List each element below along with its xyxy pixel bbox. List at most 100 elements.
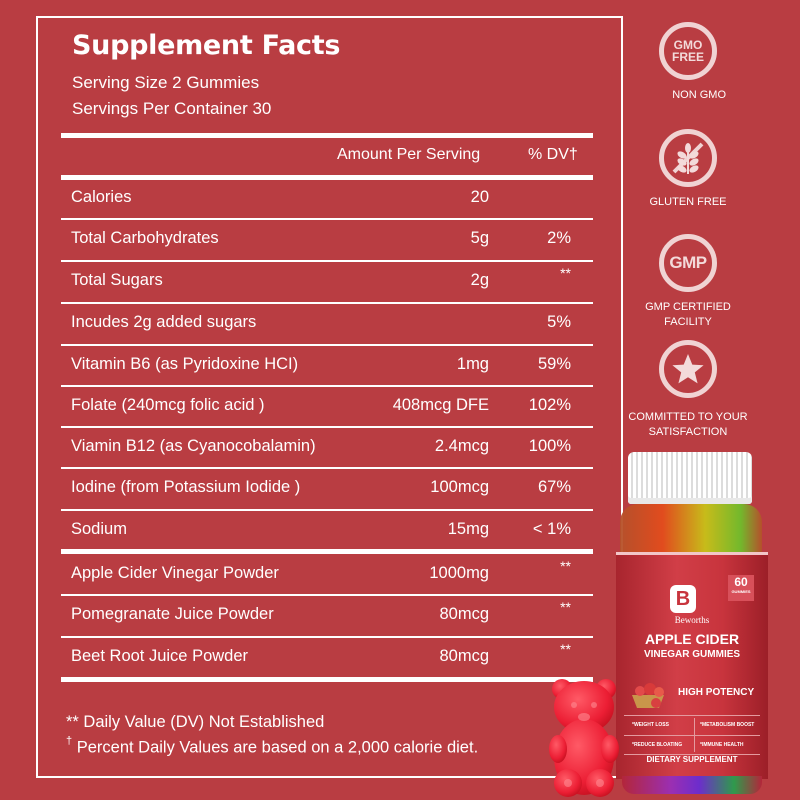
gmo-text: GMO	[673, 38, 703, 52]
nutrient-name: Iodine (from Potassium Iodide )	[71, 478, 301, 496]
brand-logo-icon: B	[670, 585, 696, 613]
ingredient-amount: 80mcg	[439, 647, 489, 665]
nutrient-amount: 15mg	[447, 520, 489, 538]
benefit-item: *IMMUNE HEALTH	[700, 742, 744, 748]
count-value: 60	[734, 575, 748, 589]
gmp-icon: GMP	[659, 234, 717, 292]
nutrient-amount: 2.4mcg	[434, 437, 489, 455]
divider	[61, 302, 593, 304]
badge-label-line: SATISFACTION	[648, 426, 728, 438]
badge-label: COMMITTED TO YOUR SATISFACTION	[628, 410, 747, 440]
badge-label: NON GMO	[672, 89, 726, 101]
benefit-item: *METABOLISM BOOST	[700, 722, 755, 728]
table-row: Pomegranate Juice Powder 80mcg **	[61, 595, 593, 635]
badge-label: GMP CERTIFIED FACILITY	[645, 300, 731, 330]
divider	[61, 636, 593, 638]
nutrient-name: Incudes 2g added sugars	[71, 313, 257, 331]
column-header-dv: % DV†	[528, 146, 578, 163]
bottle-gummies-top	[620, 504, 762, 552]
product-type: DIETARY SUPPLEMENT	[646, 755, 738, 764]
footnote-text: Percent Daily Values are based on a 2,00…	[76, 738, 479, 757]
nutrient-name: Total Carbohydrates	[71, 229, 219, 247]
nutrient-dv: 67%	[537, 478, 571, 496]
bottle-gummies-bottom	[622, 776, 762, 794]
product-tagline: HIGH POTENCY	[678, 687, 755, 698]
table-row: Calories 20	[61, 178, 593, 218]
page-title: Supplement Facts	[72, 30, 341, 61]
nutrient-dv: 100%	[528, 437, 571, 455]
nutrient-dv: 5%	[547, 313, 571, 331]
divider	[61, 260, 593, 262]
ingredient-name: Pomegranate Juice Powder	[71, 605, 274, 623]
table-row: Sodium 15mg < 1%	[61, 510, 593, 550]
nutrient-name: Sodium	[71, 520, 127, 538]
nutrient-amount: 5g	[470, 229, 489, 247]
benefit-item: *REDUCE BLOATING	[632, 742, 683, 748]
nutrient-dv: < 1%	[532, 520, 571, 538]
nutrient-name: Total Sugars	[71, 271, 163, 289]
nutrient-name: Folate (240mcg folic acid )	[71, 396, 265, 414]
free-text: FREE	[671, 50, 704, 64]
nutrient-amount: 1mg	[456, 355, 489, 373]
count-badge: 60 GUMMIES	[728, 575, 754, 601]
nutrient-amount: 20	[470, 188, 489, 206]
count-unit: GUMMIES	[731, 589, 751, 594]
badge-non-gmo: GMO FREE NON GMO	[650, 22, 726, 103]
divider	[61, 677, 593, 682]
serving-size: Serving Size 2 Gummies	[72, 73, 260, 92]
ingredient-name: Apple Cider Vinegar Powder	[71, 564, 279, 582]
product-bottle-image: B Beworths 60 GUMMIES APPLE CIDER VINEGA…	[612, 448, 772, 800]
bottle-cap	[628, 452, 752, 504]
ingredient-dv: **	[560, 641, 571, 657]
gmo-free-icon: GMO FREE	[659, 22, 717, 80]
nutrient-dv: **	[560, 265, 571, 281]
ingredient-dv: **	[560, 599, 571, 615]
table-row: Beet Root Juice Powder 80mcg **	[61, 637, 593, 677]
table-row: Total Sugars 2g **	[61, 261, 593, 301]
wheat-icon	[672, 142, 704, 174]
star-circle-icon	[659, 340, 717, 398]
nutrient-dv: 59%	[537, 355, 571, 373]
divider	[61, 467, 593, 469]
badge-label: GLUTEN FREE	[649, 196, 727, 208]
divider	[61, 426, 593, 428]
ingredient-amount: 1000mg	[429, 564, 489, 582]
benefits-grid: *WEIGHT LOSS *METABOLISM BOOST *REDUCE B…	[624, 715, 760, 755]
divider	[61, 549, 593, 554]
nutrient-name: Calories	[71, 188, 132, 206]
apple-basket-icon	[632, 683, 664, 708]
nutrient-amount: 2g	[470, 271, 489, 289]
product-title: APPLE CIDER	[644, 631, 740, 647]
badge-label-line: COMMITTED TO YOUR	[628, 411, 748, 423]
nutrient-name: Viamin B12 (as Cyanocobalamin)	[71, 437, 316, 455]
footnote-dv-not-established: ** Daily Value (DV) Not Established	[66, 713, 325, 731]
table-row: Incudes 2g added sugars 5%	[61, 303, 593, 343]
table-row: Total Carbohydrates 5g 2%	[61, 219, 593, 259]
table-row: Vitamin B6 (as Pyridoxine HCI) 1mg 59%	[61, 345, 593, 385]
badge-label-line: GMP CERTIFIED	[645, 301, 731, 313]
nutrient-name: Vitamin B6 (as Pyridoxine HCI)	[71, 355, 299, 373]
nutrient-amount: 100mcg	[430, 478, 489, 496]
divider	[61, 133, 593, 138]
badge-gluten-free: GLUTEN FREE	[649, 129, 727, 210]
ingredient-name: Beet Root Juice Powder	[71, 647, 249, 665]
brand-name: Beworths	[674, 615, 710, 625]
table-row: Viamin B12 (as Cyanocobalamin) 2.4mcg 10…	[61, 427, 593, 467]
ingredient-amount: 80mcg	[439, 605, 489, 623]
nutrient-amount: 408mcg DFE	[392, 396, 489, 414]
bottle-label: B Beworths 60 GUMMIES APPLE CIDER VINEGA…	[616, 552, 768, 779]
supplement-facts-frame	[36, 16, 623, 778]
benefit-item: *WEIGHT LOSS	[632, 722, 669, 728]
badge-satisfaction: COMMITTED TO YOUR SATISFACTION	[628, 340, 748, 440]
divider	[61, 509, 593, 511]
divider	[61, 594, 593, 596]
badge-gmp-certified: GMP GMP CERTIFIED FACILITY	[645, 234, 731, 330]
ingredient-dv: **	[560, 558, 571, 574]
table-row: Folate (240mcg folic acid ) 408mcg DFE 1…	[61, 386, 593, 426]
table-row: Apple Cider Vinegar Powder 1000mg **	[61, 554, 593, 594]
product-subtitle: VINEGAR GUMMIES	[643, 649, 741, 660]
divider	[61, 344, 593, 346]
gluten-free-icon	[659, 129, 717, 187]
badge-label-line: FACILITY	[664, 316, 712, 328]
column-header-amount: Amount Per Serving	[337, 146, 481, 163]
